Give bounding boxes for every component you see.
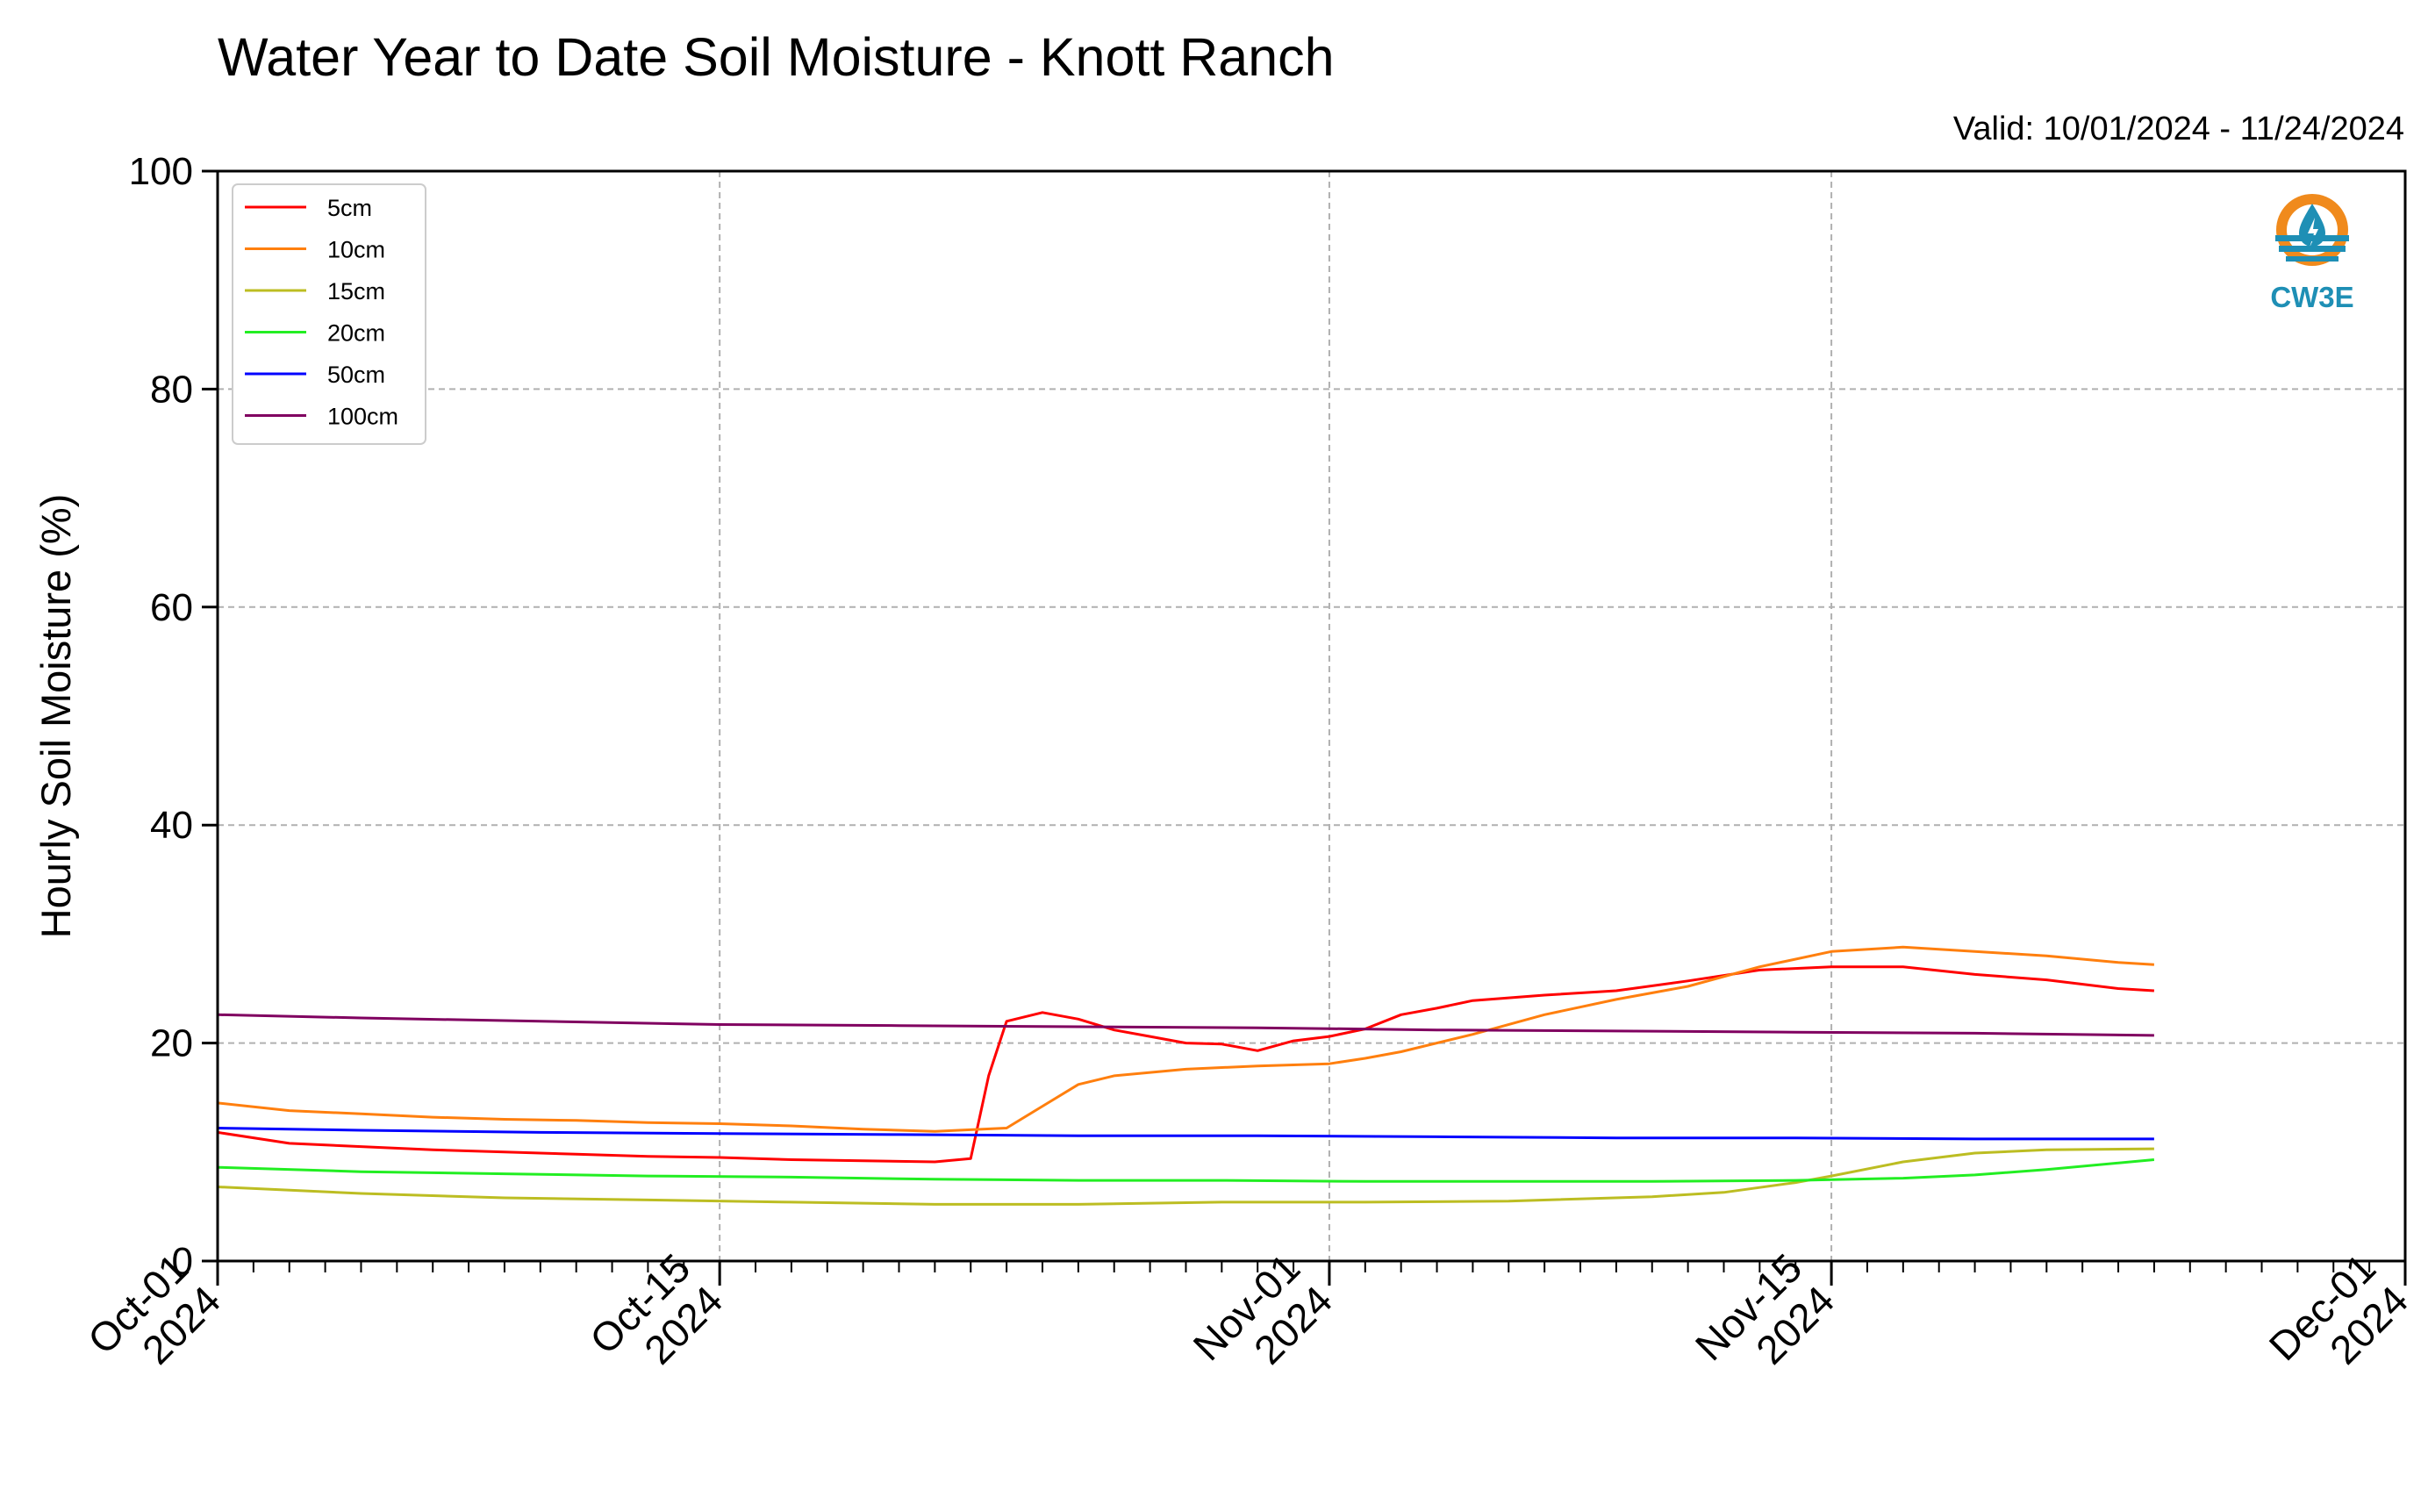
- y-tick-label: 80: [150, 368, 193, 411]
- y-tick-label: 0: [172, 1240, 193, 1283]
- series-line-5cm: [217, 965, 2154, 1164]
- y-tick-label: 40: [150, 804, 193, 847]
- chart-title: Water Year to Date Soil Moisture - Knott…: [218, 27, 1335, 87]
- legend-label-50cm: 50cm: [327, 362, 385, 388]
- series-layer: [217, 945, 2155, 1206]
- legend: 5cm 10cm 15cm 20cm 50cm 100cm: [232, 183, 426, 445]
- logo-wave-icon: [2286, 256, 2338, 262]
- y-tick-label: 100: [129, 150, 193, 193]
- valid-date-range: Valid: 10/01/2024 - 11/24/2024: [1953, 111, 2404, 147]
- legend-label-5cm: 5cm: [327, 195, 372, 221]
- lightning-icon: [2308, 218, 2318, 247]
- series-line-15cm: [217, 1147, 2154, 1206]
- logo-wave-icon: [2275, 235, 2349, 241]
- series-line-100cm: [217, 1013, 2154, 1037]
- legend-label-100cm: 100cm: [327, 404, 398, 430]
- series-line-10cm: [217, 945, 2154, 1133]
- legend-label-20cm: 20cm: [327, 320, 385, 347]
- grid-layer: [218, 171, 2405, 1261]
- y-axis-label: Hourly Soil Moisture (%): [32, 494, 79, 939]
- plot-frame: [216, 169, 2407, 1263]
- y-tick-label: 20: [150, 1022, 193, 1065]
- logo-text: CW3E: [2270, 281, 2353, 313]
- series-line-50cm: [217, 1127, 2154, 1141]
- logo-wave-icon: [2279, 246, 2346, 252]
- y-tick-label: 60: [150, 586, 193, 629]
- legend-label-10cm: 10cm: [327, 237, 385, 263]
- series-line-20cm: [217, 1158, 2155, 1183]
- legend-label-15cm: 15cm: [327, 278, 385, 305]
- cw3e-logo: CW3E: [2270, 194, 2354, 313]
